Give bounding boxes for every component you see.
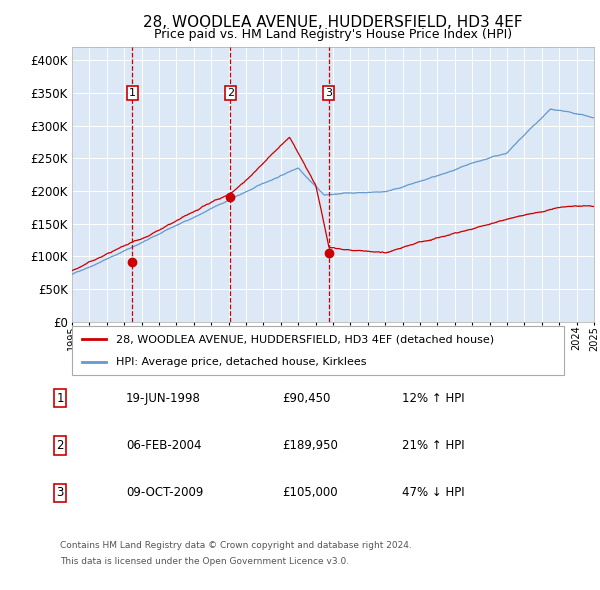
Text: 06-FEB-2004: 06-FEB-2004 [126, 439, 202, 452]
Text: 09-OCT-2009: 09-OCT-2009 [126, 486, 203, 499]
Text: Price paid vs. HM Land Registry's House Price Index (HPI): Price paid vs. HM Land Registry's House … [154, 28, 512, 41]
Text: 2: 2 [56, 439, 64, 452]
Text: 19-JUN-1998: 19-JUN-1998 [126, 392, 201, 405]
Text: £90,450: £90,450 [282, 392, 331, 405]
Text: 1: 1 [56, 392, 64, 405]
Text: 2: 2 [227, 88, 234, 98]
Text: £105,000: £105,000 [282, 486, 338, 499]
Text: 28, WOODLEA AVENUE, HUDDERSFIELD, HD3 4EF (detached house): 28, WOODLEA AVENUE, HUDDERSFIELD, HD3 4E… [116, 335, 494, 345]
FancyBboxPatch shape [72, 326, 564, 375]
Text: 3: 3 [325, 88, 332, 98]
Text: £189,950: £189,950 [282, 439, 338, 452]
Text: This data is licensed under the Open Government Licence v3.0.: This data is licensed under the Open Gov… [60, 557, 349, 566]
Text: 21% ↑ HPI: 21% ↑ HPI [402, 439, 464, 452]
Text: 1: 1 [129, 88, 136, 98]
Text: HPI: Average price, detached house, Kirklees: HPI: Average price, detached house, Kirk… [116, 356, 367, 366]
Text: 47% ↓ HPI: 47% ↓ HPI [402, 486, 464, 499]
Text: 28, WOODLEA AVENUE, HUDDERSFIELD, HD3 4EF: 28, WOODLEA AVENUE, HUDDERSFIELD, HD3 4E… [143, 15, 523, 30]
Text: 12% ↑ HPI: 12% ↑ HPI [402, 392, 464, 405]
Text: 3: 3 [56, 486, 64, 499]
Text: Contains HM Land Registry data © Crown copyright and database right 2024.: Contains HM Land Registry data © Crown c… [60, 541, 412, 550]
